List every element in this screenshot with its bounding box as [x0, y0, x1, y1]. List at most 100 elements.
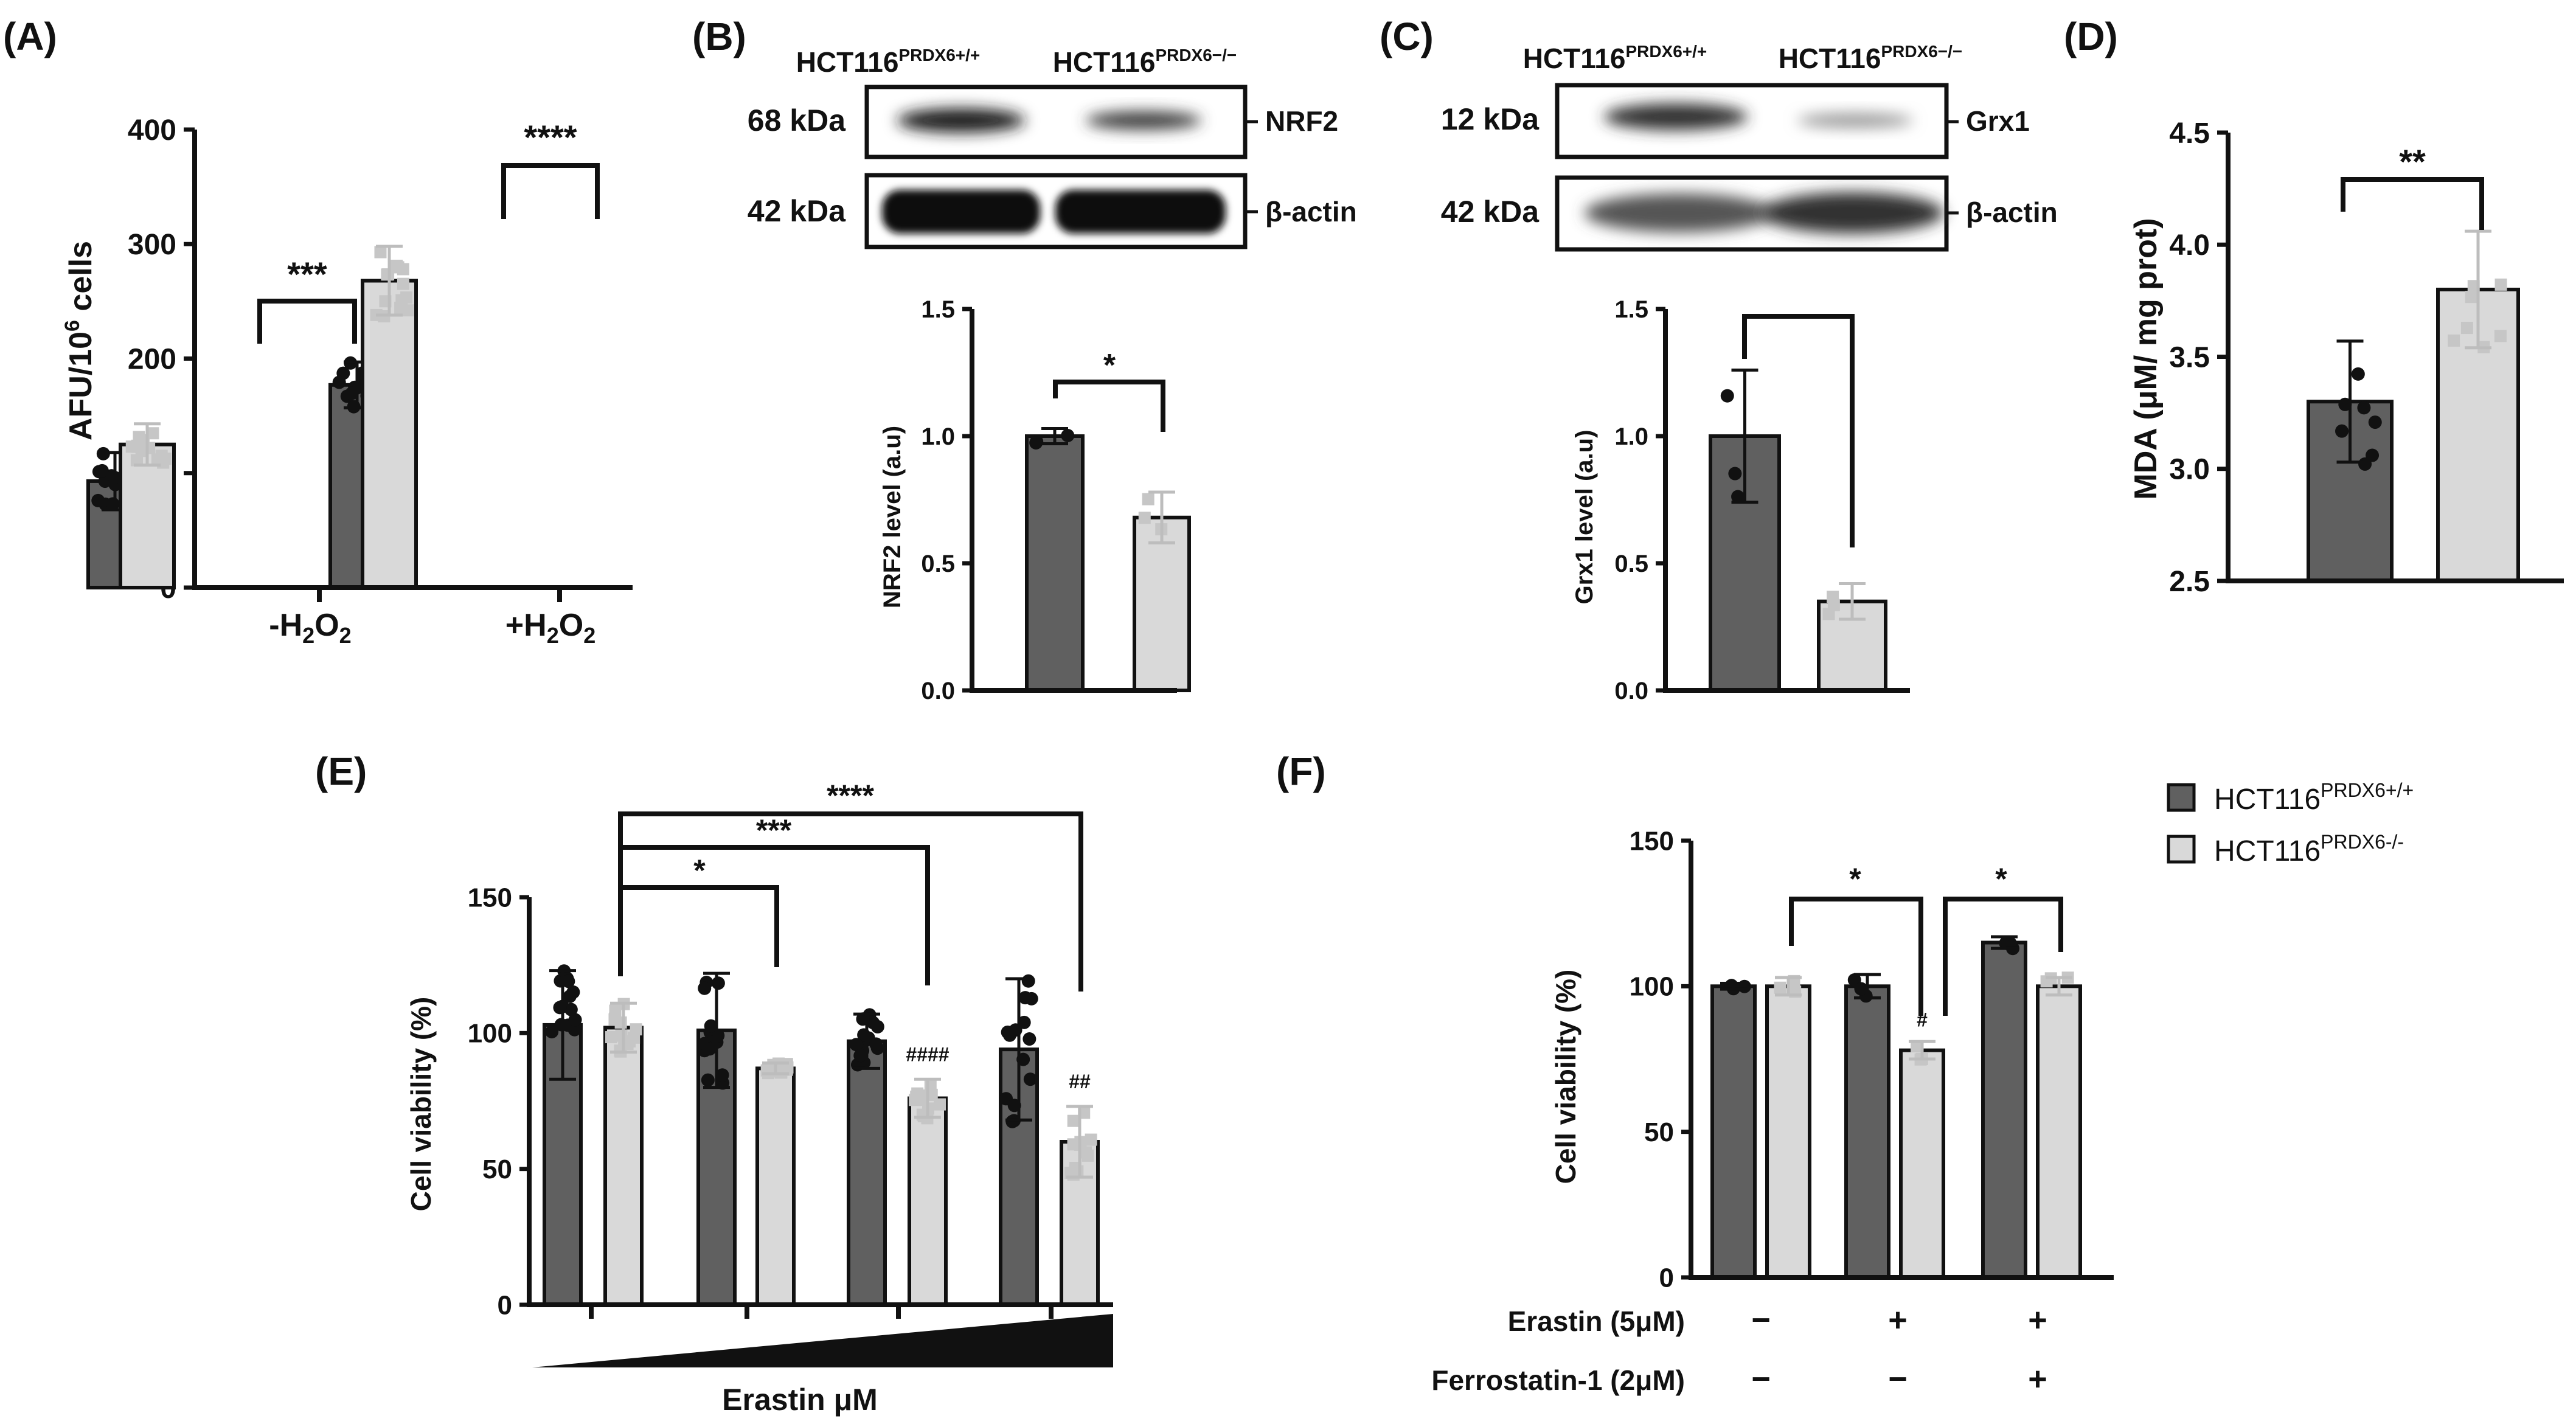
e-data-point [568, 1013, 582, 1027]
c-band1-size: 12 kDa [1441, 102, 1540, 136]
f-ytick-label: 0 [1659, 1263, 1674, 1293]
e-bar [908, 1096, 948, 1307]
panel-b-chart: NRF2 level (a.u) 0.0 0.5 1.0 1.5 * [879, 296, 1191, 704]
c-ylabel: Grx1 level (a.u) [1571, 430, 1598, 605]
e-data-point [1067, 1138, 1080, 1151]
b-ytick-label: 0.5 [921, 550, 955, 577]
a-bars [86, 245, 418, 589]
e-y-axis: 0 50 100 150 [468, 883, 529, 1320]
f-treat-2-1: − [1751, 1361, 1771, 1397]
panel-label-a: (A) [3, 15, 57, 58]
panel-d: MDA (μM/ mg prot) 2.5 3.0 3.5 4.0 4.5 ** [2128, 117, 2564, 598]
panel-c-chart: Grx1 level (a.u) 0.0 0.5 1.0 1.5 [1571, 296, 1910, 704]
d-error-bar [2465, 229, 2491, 350]
a-data-point [95, 464, 109, 478]
e-data-point [561, 974, 575, 988]
f-bar [1710, 984, 1757, 1280]
f-ytick-label: 150 [1630, 826, 1674, 856]
e-data-point [1080, 1146, 1092, 1159]
e-error-bar [549, 969, 576, 1081]
e-data-point [564, 1002, 578, 1016]
e-error-bar [610, 1001, 637, 1054]
b-bar [1025, 434, 1085, 692]
d-ytick-label: 4.5 [2169, 117, 2210, 150]
e-ytick-label: 0 [498, 1290, 512, 1320]
e-data-point [1023, 1072, 1037, 1086]
f-sig-2: * [1995, 862, 2007, 896]
f-ytick-label: 50 [1644, 1117, 1674, 1147]
f-error-bar [1909, 1040, 1935, 1061]
b-band1-size: 68 kDa [748, 103, 846, 137]
a-data-point [125, 440, 138, 453]
a-data-point [397, 277, 409, 290]
d-bars [2307, 229, 2520, 583]
e-data-point [1018, 991, 1032, 1005]
a-data-point [130, 454, 143, 467]
e-bar [847, 1039, 887, 1307]
erastin-gradient-wedge [532, 1314, 1113, 1367]
legend-swatch-wt [2167, 783, 2196, 812]
a-xlabel-plus-h2o2: +H2O2 [505, 608, 595, 648]
e-data-point [934, 1098, 946, 1111]
c-data-point [1728, 467, 1742, 481]
e-data-point [1021, 974, 1035, 988]
a-data-point [345, 386, 359, 400]
e-ytick-label: 50 [482, 1155, 512, 1184]
f-error-bar [1775, 976, 1802, 997]
e-hash-mark: #### [906, 1043, 949, 1065]
b-data-point [1061, 429, 1075, 443]
f-data-point [1911, 1040, 1923, 1052]
f-treat-1-2: + [1888, 1302, 1908, 1338]
e-data-point [615, 1029, 628, 1042]
e-data-point [1085, 1133, 1097, 1146]
panel-a: AFU/106 cells 0100200300400 -H2O2 +H2O2 … [61, 114, 633, 648]
d-data-point [2338, 397, 2352, 411]
e-error-bar [1005, 977, 1032, 1122]
a-ytick-label: 400 [128, 114, 176, 147]
f-error-bar [2046, 976, 2072, 997]
d-ytick-label: 3.5 [2169, 341, 2210, 373]
panel-c-blot: HCT116PRDX6+/+ HCT116PRDX6−/− 12 kDa 42 … [1441, 42, 2058, 252]
e-data-point [853, 1049, 867, 1063]
e-data-point [869, 1037, 883, 1051]
c-error-bar [1731, 368, 1758, 504]
e-error-bar [1066, 1105, 1093, 1179]
panel-label-f: (F) [1276, 749, 1326, 793]
d-data-point [2368, 415, 2382, 429]
b-ytick-label: 1.0 [921, 423, 955, 450]
f-row-label-ferrostatin: Ferrostatin-1 (2μM) [1431, 1364, 1685, 1396]
a-data-point [147, 427, 159, 440]
e-data-point [704, 1019, 718, 1033]
e-data-point [698, 981, 712, 995]
e-data-point [703, 1042, 717, 1056]
legend: HCT116PRDX6+/+ HCT116PRDX6-/- [2167, 779, 2414, 867]
panel-label-e: (E) [315, 749, 367, 793]
b-band1-name: NRF2 [1265, 105, 1338, 137]
panel-b-blot: HCT116PRDX6+/+ HCT116PRDX6−/− 68 kDa 42 … [748, 46, 1357, 249]
legend-swatch-ko [2167, 835, 2196, 864]
d-error-bar [2336, 339, 2364, 464]
f-bar [2036, 984, 2082, 1280]
e-hash-mark: ## [1069, 1071, 1091, 1092]
c-data-point [1827, 599, 1840, 611]
e-sig-3: **** [827, 779, 874, 813]
d-data-point [2448, 334, 2460, 347]
e-data-point [605, 1031, 617, 1044]
e-data-point [545, 1025, 559, 1039]
d-data-point [2357, 401, 2371, 415]
e-sig-1: * [693, 853, 706, 887]
a-data-point [397, 263, 409, 276]
e-xlabel: Erastin μM [722, 1383, 878, 1417]
a-error-bar [376, 245, 403, 317]
a-sig-2: **** [524, 118, 577, 156]
c-y-axis: 0.0 0.5 1.0 1.5 [1614, 296, 1665, 704]
e-data-point [1005, 1114, 1019, 1128]
f-row-label-erastin: Erastin (5μM) [1508, 1305, 1685, 1337]
f-treat-2-2: − [1888, 1361, 1908, 1397]
a-error-bar [134, 422, 161, 467]
e-bar [603, 1026, 644, 1307]
c-ytick-label: 0.5 [1614, 550, 1648, 577]
e-data-point [1003, 1028, 1017, 1042]
